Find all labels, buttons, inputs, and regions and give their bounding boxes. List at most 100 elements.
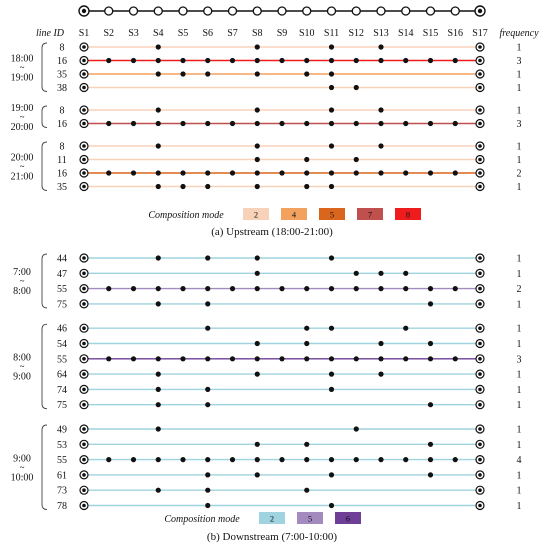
frequency-value: 3 bbox=[517, 56, 522, 67]
stop-dot bbox=[403, 457, 409, 463]
frequency-value: 1 bbox=[517, 106, 522, 117]
stop-dot bbox=[205, 325, 211, 331]
station-label: S5 bbox=[178, 28, 189, 39]
station-circle bbox=[203, 6, 213, 16]
stop-dot bbox=[328, 120, 335, 127]
line-id-label: line ID bbox=[36, 28, 65, 39]
stop-dot bbox=[155, 301, 161, 307]
terminal-dot bbox=[477, 8, 483, 14]
station-circle bbox=[277, 6, 287, 16]
legend-label: Composition mode bbox=[148, 210, 224, 221]
stop-dot bbox=[106, 57, 112, 64]
stop-dot bbox=[427, 457, 434, 463]
frequency-value: 1 bbox=[517, 70, 522, 81]
stop-dot bbox=[254, 340, 260, 347]
line-id: 73 bbox=[57, 486, 67, 497]
frequency-value: 1 bbox=[517, 486, 522, 497]
frequency-value: 1 bbox=[517, 501, 522, 512]
station-circle bbox=[178, 6, 188, 16]
legend-value: 2 bbox=[254, 210, 258, 220]
stop-dot bbox=[304, 183, 310, 190]
stop-dot bbox=[205, 472, 211, 478]
frequency-value: 1 bbox=[517, 400, 522, 411]
legend-label: Composition mode bbox=[164, 514, 240, 525]
terminal-dot bbox=[82, 121, 86, 126]
panel-caption: (b) Downstream (7:00-10:00) bbox=[207, 531, 337, 543]
stop-dot bbox=[254, 356, 260, 362]
stop-dot bbox=[254, 441, 260, 447]
terminal-dot bbox=[478, 357, 482, 361]
stop-dot bbox=[205, 457, 211, 463]
line-id: 75 bbox=[57, 299, 67, 310]
legend-swatch bbox=[357, 208, 383, 220]
stop-dot bbox=[427, 120, 434, 127]
terminal-dot bbox=[82, 326, 86, 331]
stop-dot bbox=[130, 356, 137, 362]
frequency-value: 1 bbox=[517, 385, 522, 396]
stop-dot bbox=[427, 402, 434, 408]
stop-dot bbox=[353, 84, 359, 91]
stop-dot bbox=[229, 457, 236, 463]
stop-dot bbox=[130, 57, 137, 64]
terminal-dot bbox=[478, 442, 482, 447]
stop-dot bbox=[254, 156, 260, 163]
stop-dot bbox=[378, 371, 384, 377]
station-label: S8 bbox=[252, 28, 263, 39]
stop-dot bbox=[155, 170, 161, 176]
legend-swatch bbox=[259, 512, 285, 524]
terminal-dot bbox=[478, 72, 482, 76]
stop-dot bbox=[427, 301, 434, 307]
stop-dot bbox=[130, 170, 137, 176]
stop-dot bbox=[180, 356, 186, 362]
terminal-dot bbox=[82, 286, 86, 291]
legend-value: 5 bbox=[308, 514, 312, 524]
terminal-dot bbox=[82, 108, 86, 112]
stop-dot bbox=[328, 502, 335, 509]
stop-dot bbox=[155, 107, 161, 113]
station-circle bbox=[128, 6, 139, 16]
stop-dot bbox=[328, 356, 335, 362]
stop-dot bbox=[304, 57, 310, 64]
station-label: S6 bbox=[202, 28, 213, 39]
stop-dot bbox=[328, 183, 335, 190]
station-track bbox=[78, 5, 486, 17]
stop-dot bbox=[304, 170, 310, 176]
stop-dot bbox=[378, 170, 384, 176]
station-circle bbox=[302, 6, 312, 16]
stop-dot bbox=[229, 170, 236, 176]
stop-dot bbox=[229, 356, 236, 362]
terminal-dot bbox=[478, 171, 482, 175]
stop-dot bbox=[378, 270, 384, 276]
stop-dot bbox=[254, 107, 260, 113]
frequency-label: frequency bbox=[499, 28, 539, 39]
station-label: S10 bbox=[299, 28, 315, 39]
time-from: 9:00 bbox=[13, 453, 31, 464]
terminal-dot bbox=[82, 488, 86, 493]
stop-dot bbox=[155, 457, 161, 463]
terminal-dot bbox=[82, 503, 86, 508]
stop-dot bbox=[155, 255, 161, 261]
stop-dot bbox=[378, 286, 384, 292]
stop-dot bbox=[205, 386, 211, 392]
stop-dot bbox=[155, 183, 161, 190]
stop-dot bbox=[180, 57, 186, 64]
stop-dot bbox=[130, 457, 137, 463]
legend-swatch bbox=[297, 512, 323, 524]
terminal-dot bbox=[82, 256, 86, 260]
time-tilde: ~ bbox=[20, 161, 25, 171]
station-label: S7 bbox=[227, 28, 238, 39]
station-circle bbox=[104, 6, 114, 16]
stop-dot bbox=[155, 426, 161, 432]
terminal-dot bbox=[82, 271, 86, 276]
line-id: 49 bbox=[57, 425, 67, 436]
station-label: S13 bbox=[373, 28, 389, 39]
stop-dot bbox=[155, 143, 161, 149]
stop-dot bbox=[328, 255, 335, 261]
frequency-value: 2 bbox=[517, 169, 522, 180]
stop-dot bbox=[155, 356, 161, 362]
stop-dot bbox=[378, 340, 384, 347]
line-id: 53 bbox=[57, 440, 67, 451]
line-id: 46 bbox=[57, 324, 67, 335]
stop-dot bbox=[106, 457, 112, 463]
